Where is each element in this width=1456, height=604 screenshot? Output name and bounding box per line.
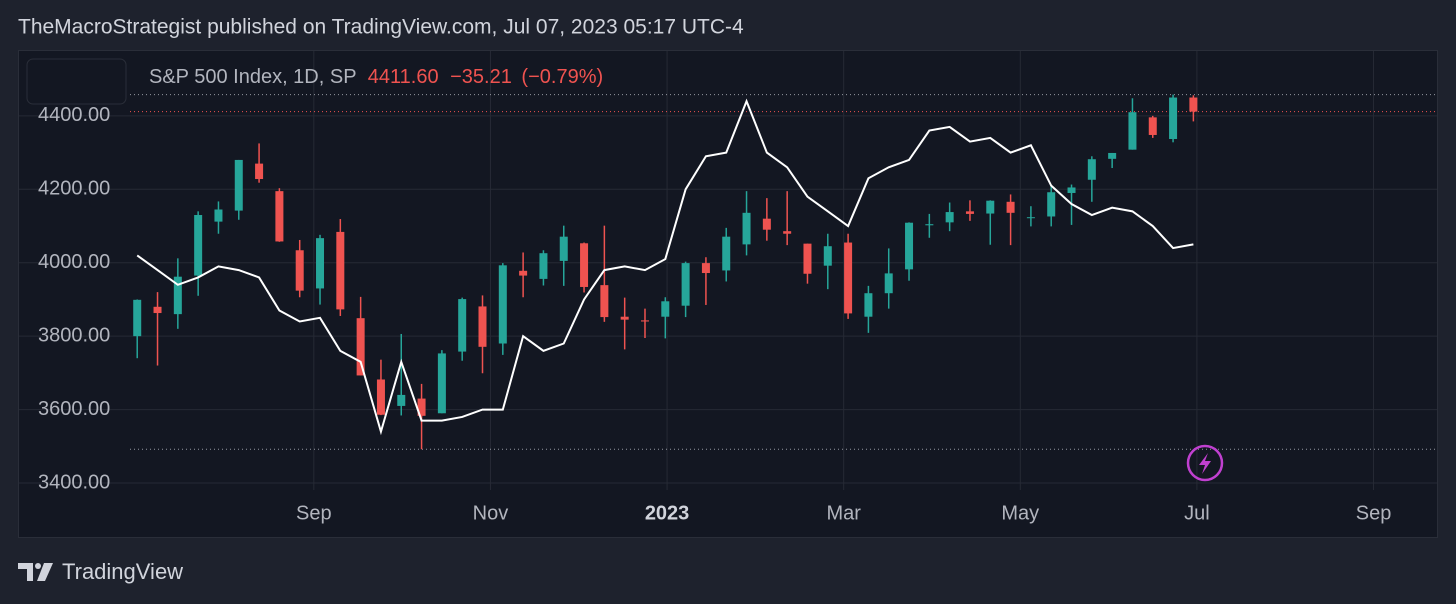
candle-body (640, 320, 649, 322)
candle-body (1047, 192, 1056, 217)
brand: TradingView (62, 559, 183, 584)
candle-body (234, 159, 243, 211)
candle-body (275, 191, 284, 242)
candle-body (559, 236, 568, 261)
plot-frame (18, 50, 1438, 538)
candle-body (336, 231, 345, 310)
y-tick-label: 4200.00 (38, 178, 110, 200)
candle-body (945, 212, 954, 223)
candle-body (255, 163, 264, 180)
candle-body (295, 250, 304, 291)
candle-body (478, 306, 487, 347)
candle-body (620, 316, 629, 320)
candle-body (133, 299, 142, 337)
candle-body (356, 318, 365, 376)
x-tick-label: Nov (473, 502, 509, 524)
candle-body (1189, 97, 1198, 112)
candle-body (376, 379, 385, 415)
x-tick-label: Sep (296, 502, 332, 524)
x-tick-label: 2023 (645, 502, 690, 524)
candle-body (600, 285, 609, 318)
x-tick-label: Mar (826, 502, 861, 524)
candle-body (580, 243, 589, 287)
candle-body (194, 215, 203, 276)
publisher: TheMacroStrategist published on TradingV… (18, 16, 744, 39)
candle-body (173, 276, 182, 315)
candle-body (1108, 152, 1117, 159)
candle-body (823, 246, 832, 266)
candle-body (661, 301, 670, 317)
candle-body (1067, 187, 1076, 193)
candle-body (1148, 117, 1157, 135)
candle-body (397, 394, 406, 406)
change-pct: (−0.79%) (521, 66, 603, 88)
candle-body (701, 263, 710, 274)
candle-body (884, 273, 893, 294)
symbol-title: S&P 500 Index, 1D, SP (149, 66, 356, 88)
plot: Sep Nov 2023 Mar May Jul Sep 3400.00 3600.00 3800… (19, 51, 1437, 524)
y-tick-label: 4400.00 (38, 104, 110, 126)
change: −35.21 (450, 66, 512, 88)
candle-body (722, 236, 731, 271)
x-tick-label: Sep (1356, 502, 1392, 524)
y-tick-label: 3400.00 (38, 471, 110, 493)
candle-body (1006, 201, 1015, 213)
candle-body (1128, 112, 1137, 150)
symbol-box (26, 58, 127, 105)
candle-body (153, 306, 162, 314)
alert-icon[interactable] (1186, 444, 1224, 482)
candle-body (681, 263, 690, 306)
candle-body (458, 299, 467, 352)
candle-body (1087, 159, 1096, 180)
candle-body (864, 293, 873, 317)
candle-body (965, 211, 974, 214)
candle-body (498, 265, 507, 344)
last-price: 4411.60 (368, 66, 439, 88)
candle-body (762, 218, 771, 230)
candle-body (742, 212, 751, 245)
candle-body (437, 353, 446, 414)
candle-body (539, 253, 548, 279)
candle-body (519, 270, 528, 276)
candle-body (1169, 97, 1178, 140)
x-tick-label: Jul (1184, 502, 1210, 524)
candle-body (214, 209, 223, 222)
alert-bolt (1199, 453, 1211, 474)
y-tick-label: 3800.00 (38, 324, 110, 346)
candle-body (417, 398, 426, 416)
candle-body (1026, 217, 1035, 219)
candle-body (316, 238, 325, 289)
candle-body (783, 231, 792, 234)
candle-body (803, 243, 812, 274)
y-tick-label: 4000.00 (38, 251, 110, 273)
candle-body (986, 200, 995, 214)
candle-body (925, 224, 934, 226)
x-tick-label: May (1001, 502, 1039, 524)
overlay-line (136, 98, 1194, 436)
legend: S&P 500 Index, 1D, SP 4411.60 −35.21 (−0… (149, 66, 603, 88)
brand-logo (18, 563, 53, 581)
candle-body (844, 242, 853, 314)
candle-body (905, 222, 914, 270)
y-tick-label: 3600.00 (38, 398, 110, 420)
